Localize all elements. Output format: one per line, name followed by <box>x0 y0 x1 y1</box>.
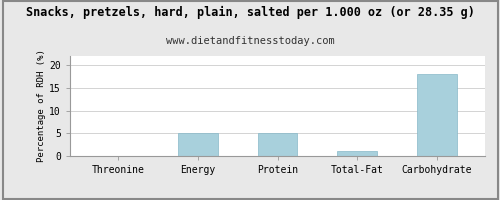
Bar <box>258 133 298 156</box>
Text: Snacks, pretzels, hard, plain, salted per 1.000 oz (or 28.35 g): Snacks, pretzels, hard, plain, salted pe… <box>26 6 474 19</box>
Bar <box>417 74 457 156</box>
Y-axis label: Percentage of RDH (%): Percentage of RDH (%) <box>38 50 46 162</box>
Bar <box>338 151 378 156</box>
Text: www.dietandfitnesstoday.com: www.dietandfitnesstoday.com <box>166 36 334 46</box>
Bar <box>178 133 218 156</box>
